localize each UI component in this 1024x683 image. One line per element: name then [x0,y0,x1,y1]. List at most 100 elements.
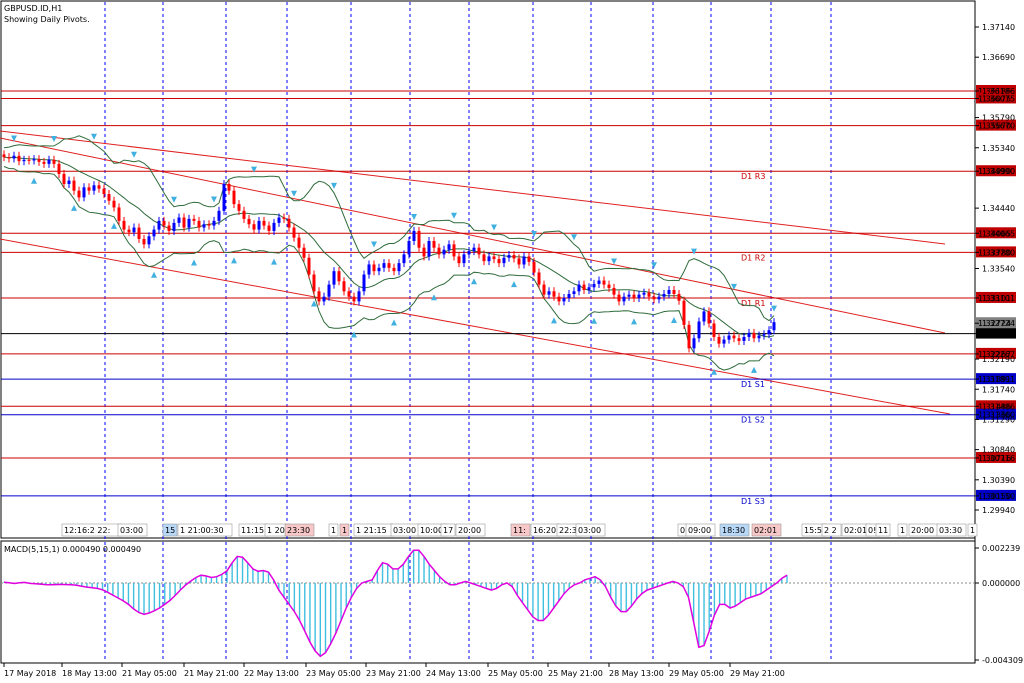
level-price-box [976,227,1016,239]
candle-body [137,227,141,239]
level-price-label: 1.35670 [978,122,1011,131]
macd-tick-label: -0.004309 [982,656,1023,665]
candle-body [742,336,746,341]
candle-body [232,190,236,205]
candle-body [707,311,711,324]
signal-arrow [631,318,637,325]
session-box [117,523,148,537]
candle-body [427,240,431,257]
price-tick-label: 1.36186 [982,87,1015,96]
signal-arrow [71,204,77,211]
candle-body [572,291,576,294]
price-tick-label: 1.31740 [982,385,1015,394]
signal-arrow [211,196,217,203]
time-tick-label: 25 May 21:00 [548,669,603,678]
time-tick-label: 28 May 13:00 [609,669,664,678]
signal-arrows [11,133,777,375]
candle-body [262,220,266,226]
candle-body [762,334,766,336]
candle-body [12,155,16,159]
candle-body [682,300,686,325]
candle-body [347,291,351,297]
candle-body [732,335,736,339]
candle-body [382,263,386,268]
price-tick-label: 1.32724 [982,319,1015,328]
macd-series [1,549,975,658]
session-label: 1 21:00:30 [180,526,224,535]
candle-body [522,256,526,265]
session-label: 0 [680,526,685,535]
candle-body [167,225,171,231]
price-tick-label: 1.36075 [982,94,1015,103]
session-label: 1 [900,526,905,535]
price-tick-label: 1.34440 [982,204,1015,213]
time-tick-label: 24 May 13:00 [426,669,481,678]
level-price-box [976,400,1016,412]
signal-arrow [191,259,197,266]
candle-body [52,159,56,164]
candle-body [302,247,306,258]
candles [2,150,776,353]
macd-signal-line [3,549,788,658]
candle-body [422,247,426,257]
level-price-box [976,84,1016,96]
session-label: 0! [868,526,876,535]
candle-body [562,298,566,302]
candle-body [717,336,721,344]
signal-arrow [551,317,557,324]
candle-body [392,267,396,272]
candle-body [412,230,416,241]
session-label: 02:01 [754,526,777,535]
candle-body [517,258,521,265]
candle-body [212,220,216,226]
candle-body [532,261,536,273]
candle-body [157,220,161,230]
signal-arrow [151,271,157,278]
signal-arrow [231,257,237,264]
candle-body [402,254,406,264]
channel-upper [0,130,946,245]
signal-arrow [371,241,377,248]
candle-body [537,272,541,285]
candle-body [492,256,496,260]
session-box [575,523,606,537]
signal-arrow [691,248,697,255]
candle-body [207,224,211,226]
candle-body [152,229,156,237]
time-axis: 17 May 2018 18 May 13:00 21 May 05:00 21 Ma… [3,663,785,678]
signal-arrow [251,166,257,173]
session-box [328,523,339,537]
price-tick-label: 1.30840 [982,446,1015,455]
level-price-box [976,92,1016,104]
macd-panel[interactable] [0,540,976,664]
candle-body [712,323,716,337]
pivot-label: D1 S3 [741,497,765,506]
candle-body [507,255,511,258]
session-label: 11 [878,526,888,535]
signal-arrow [531,231,537,238]
level-price-box [976,291,1016,303]
candle-body [602,280,606,285]
candle-body [557,296,561,302]
candle-body [62,173,66,184]
candle-body [257,220,261,230]
candle-body [582,284,586,290]
level-price-box [976,408,1016,420]
candle-body [467,251,471,255]
candle-body [672,289,676,294]
candle-body [342,281,346,292]
candle-body [607,284,611,288]
candle-body [197,220,201,228]
candle-body [312,274,316,292]
time-tick-label: 17 May 2018 [4,669,56,678]
candle-body [542,284,546,295]
candle-body [547,291,551,295]
pivot-label: D1 R1 [741,299,765,308]
candle-body [67,180,71,184]
session-box [751,523,782,537]
session-box [177,523,233,537]
price-tick-label: 1.36690 [982,53,1015,62]
candle-body [332,271,336,285]
level-price-label: 1.30150 [978,492,1011,501]
